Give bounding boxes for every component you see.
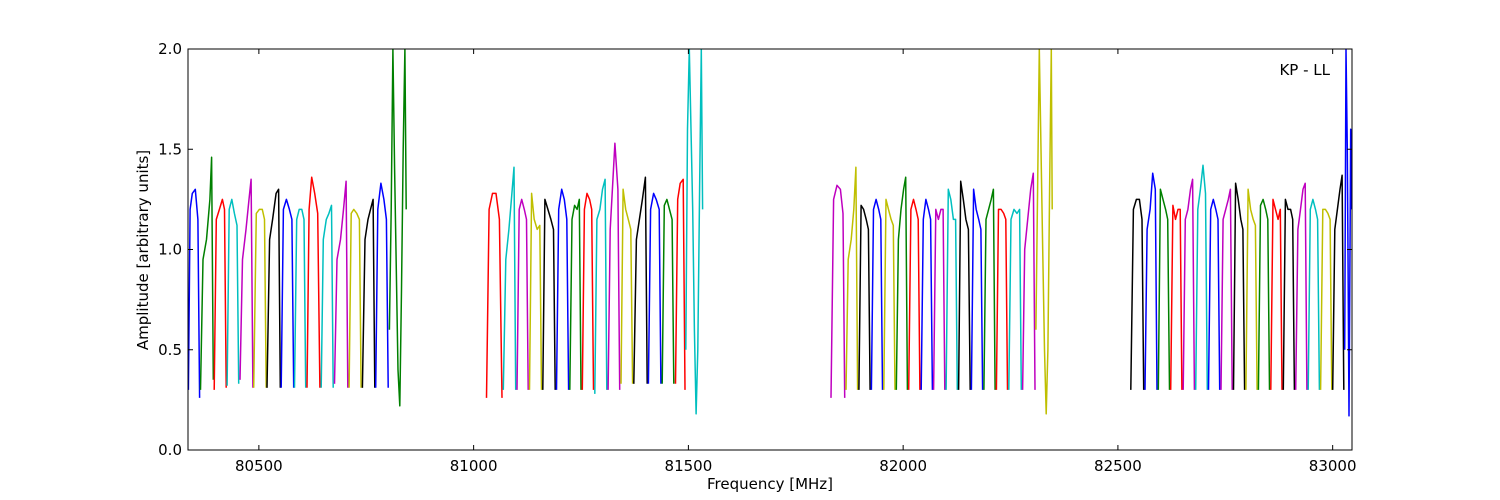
- series-line-28: [633, 176, 648, 384]
- x-axis-label: Frequency [MHz]: [707, 475, 833, 493]
- series-line-23: [569, 198, 582, 390]
- series-line-67: [1343, 49, 1352, 417]
- series-line-18: [502, 166, 517, 390]
- series-line-5: [239, 178, 254, 388]
- chart-annotation: KP - LL: [1279, 61, 1330, 79]
- series-line-30: [661, 198, 675, 384]
- series-line-57: [1220, 188, 1233, 390]
- series-line-50: [1130, 198, 1145, 390]
- series-line-16: [388, 49, 407, 407]
- series-line-47: [1008, 208, 1023, 390]
- series-line-1: [188, 188, 201, 398]
- series-line-37: [883, 198, 896, 390]
- x-tick-label-2: 81000: [450, 457, 498, 475]
- series-line-45: [983, 188, 996, 390]
- series-line-25: [594, 178, 608, 394]
- x-tick-label-3: 81500: [665, 457, 713, 475]
- series-line-11: [320, 204, 334, 388]
- y-tick-label-3: 1.0: [158, 241, 182, 259]
- series-group: [188, 49, 1352, 417]
- series-line-60: [1257, 198, 1271, 390]
- y-tick-label-2: 0.5: [158, 341, 182, 359]
- series-line-59: [1245, 188, 1258, 390]
- series-line-2: [199, 156, 215, 390]
- series-line-51: [1144, 172, 1158, 390]
- series-line-58: [1232, 182, 1246, 390]
- series-line-44: [970, 188, 984, 390]
- y-axis-label: Amplitude [arbitrary units]: [134, 150, 152, 350]
- series-line-36: [870, 198, 884, 390]
- series-line-32: [685, 49, 704, 415]
- series-line-39: [907, 198, 921, 390]
- series-line-24: [581, 192, 595, 390]
- series-line-22: [555, 188, 570, 390]
- series-line-9: [293, 208, 307, 388]
- series-line-52: [1157, 188, 1171, 390]
- x-axis-ticks: 80500 81000 81500 82000 82500 83000: [235, 49, 1357, 475]
- x-tick-label-6: 83000: [1309, 457, 1357, 475]
- series-line-26: [607, 142, 621, 390]
- series-line-63: [1294, 182, 1308, 390]
- series-line-54: [1182, 178, 1196, 390]
- series-line-65: [1319, 208, 1333, 390]
- series-line-27: [620, 188, 634, 384]
- series-line-35: [858, 204, 871, 390]
- series-line-12: [333, 180, 349, 388]
- x-tick-label-5: 82500: [1094, 457, 1142, 475]
- series-line-66: [1331, 174, 1345, 390]
- series-line-64: [1307, 198, 1321, 390]
- series-line-17: [485, 192, 503, 398]
- series-line-3: [213, 198, 227, 390]
- series-line-41: [932, 208, 946, 390]
- series-line-21: [542, 198, 556, 390]
- series-line-13: [348, 208, 362, 388]
- x-tick-label-4: 82000: [879, 457, 927, 475]
- series-line-4: [226, 198, 240, 386]
- series-line-42: [945, 188, 959, 390]
- series-line-14: [361, 198, 376, 388]
- series-line-15: [374, 182, 389, 388]
- y-tick-label-4: 1.5: [158, 140, 182, 158]
- series-line-62: [1282, 198, 1296, 390]
- series-line-48: [1021, 172, 1036, 390]
- y-axis-ticks: 0.0 0.5 1.0 1.5 2.0: [158, 40, 1352, 459]
- series-line-34: [845, 166, 859, 390]
- series-line-56: [1207, 198, 1221, 390]
- series-line-53: [1169, 204, 1183, 390]
- series-line-40: [920, 198, 934, 390]
- series-line-7: [266, 188, 282, 388]
- series-line-29: [647, 192, 662, 384]
- series-line-31: [674, 178, 686, 390]
- series-line-49: [1035, 49, 1053, 415]
- series-line-43: [957, 180, 971, 390]
- y-tick-label-5: 2.0: [158, 40, 182, 58]
- series-line-20: [528, 192, 543, 390]
- series-line-33: [830, 184, 846, 398]
- series-line-10: [306, 176, 321, 388]
- series-line-19: [516, 198, 529, 390]
- series-line-61: [1270, 198, 1283, 390]
- series-line-38: [895, 176, 909, 390]
- series-line-55: [1194, 164, 1209, 390]
- x-tick-label-1: 80500: [235, 457, 283, 475]
- y-tick-label-1: 0.0: [158, 441, 182, 459]
- series-line-6: [252, 208, 267, 388]
- series-line-8: [280, 198, 295, 388]
- plot-background: [188, 49, 1352, 450]
- series-line-46: [995, 208, 1009, 390]
